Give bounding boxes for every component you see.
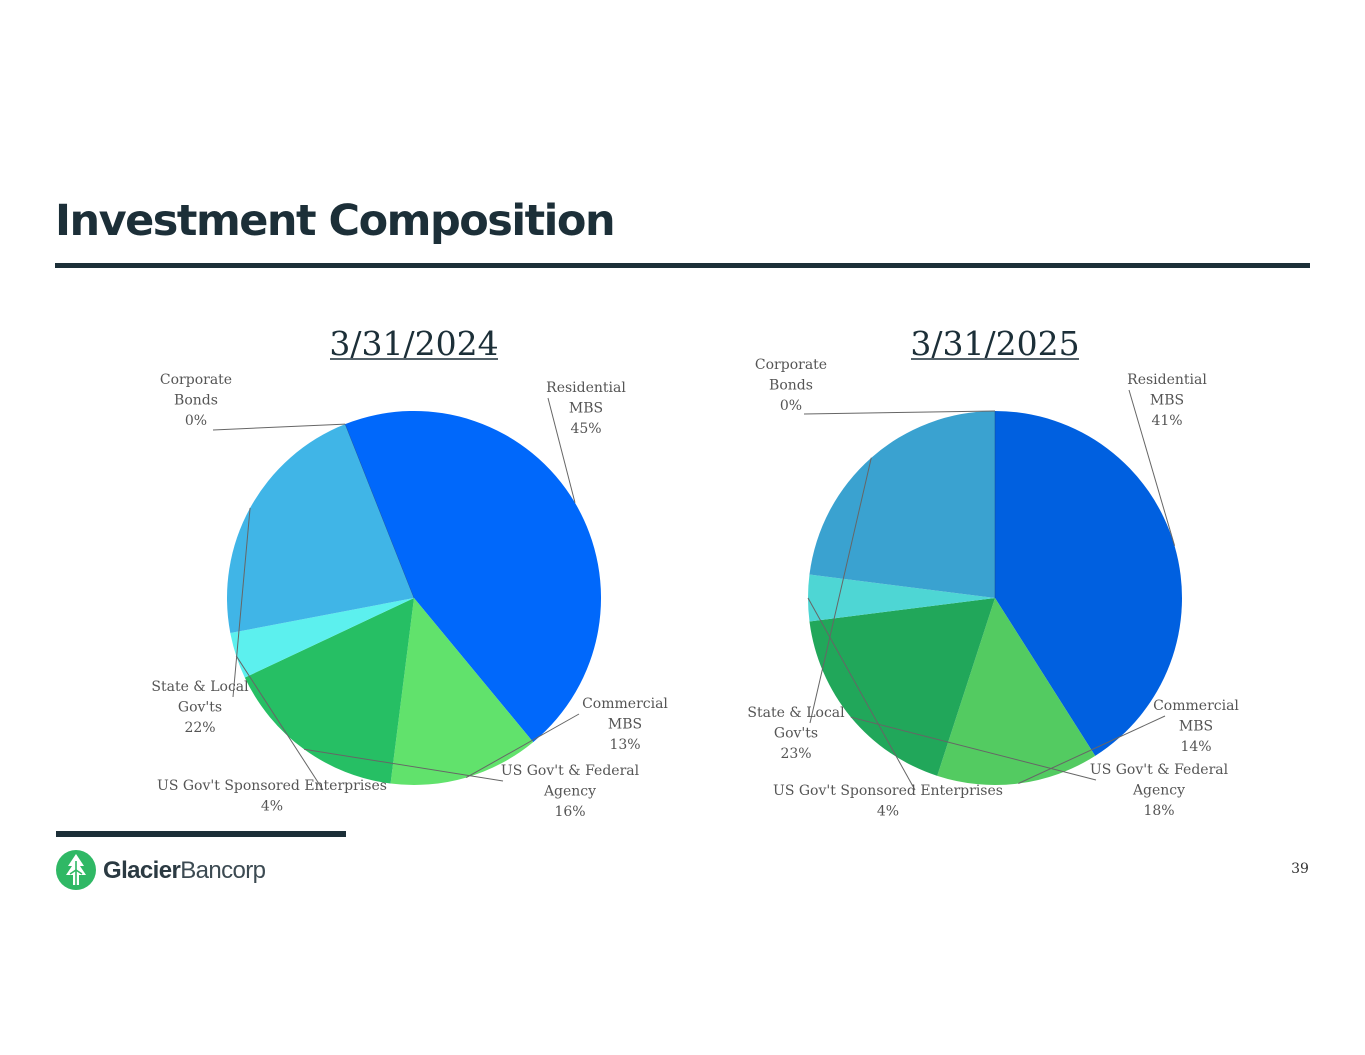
pie-chart-2025: 3/31/2025 Residential MBS 41% Commercial MBS 1…: [747, 324, 1239, 820]
glacier-bancorp-logo: GlacierBancorp: [55, 849, 295, 891]
leader-line: [465, 713, 580, 779]
leader-line: [1018, 715, 1166, 784]
slice-label: Residential MBS 45%: [546, 380, 626, 437]
slice-label: Corporate Bonds 0%: [160, 372, 232, 429]
leader-line: [232, 507, 251, 698]
pie-slice-state-local-gov-ts: [809, 411, 995, 598]
pie-slice-residential-mbs: [995, 411, 1183, 756]
slice-label: US Gov't Sponsored Enterprises 4%: [773, 783, 1003, 820]
leader-line: [235, 655, 324, 791]
chart-title: 3/31/2025: [910, 324, 1079, 363]
title-divider: [55, 263, 1310, 268]
slice-label: Commercial MBS 14%: [1153, 698, 1239, 755]
footer-divider: [56, 831, 346, 837]
pie-slice-us-gov-t-federal-agency: [809, 598, 995, 776]
slice-label: Residential MBS 41%: [1127, 372, 1207, 429]
pie-slice-state-local-gov-ts: [226, 424, 414, 634]
slice-label: US Gov't & Federal Agency 18%: [1090, 762, 1229, 819]
leader-line: [1128, 389, 1176, 546]
pie-slice-us-gov-t-sponsored-enterprises: [807, 574, 995, 622]
leader-line: [809, 457, 872, 724]
tree-logo-icon: [56, 850, 96, 890]
leader-line: [212, 423, 346, 431]
slice-label: US Gov't & Federal Agency 16%: [501, 763, 640, 820]
leader-line: [803, 410, 996, 415]
pie-slice-commercial-mbs: [937, 598, 1096, 786]
leader-line: [304, 748, 504, 782]
page-title: Investment Composition: [55, 196, 616, 246]
pie-slice-corporate-bonds: [344, 424, 415, 599]
logo-word-glacier: Glacier: [103, 857, 181, 884]
pie-slice-us-gov-t-sponsored-enterprises: [230, 598, 414, 678]
logo-word-bancorp: Bancorp: [180, 857, 266, 884]
slice-label: Commercial MBS 13%: [582, 696, 668, 753]
page-number: 39: [1291, 861, 1309, 877]
pie-slice-us-gov-t-federal-agency: [244, 598, 414, 784]
slice-label: US Gov't Sponsored Enterprises 4%: [157, 778, 387, 815]
pie-slice-commercial-mbs: [390, 598, 534, 786]
leader-line: [547, 397, 576, 503]
leader-line: [850, 716, 1097, 781]
slice-label: State & Local Gov'ts 22%: [151, 679, 249, 736]
slice-label: State & Local Gov'ts 23%: [747, 705, 845, 762]
chart-title: 3/31/2024: [329, 324, 498, 363]
slice-label: Corporate Bonds 0%: [755, 357, 827, 414]
leader-line: [807, 597, 916, 791]
logo-wordmark: GlacierBancorp: [103, 857, 266, 885]
pie-chart-2024: 3/31/2024 Residential MBS 45% Commercial MBS 1…: [151, 324, 668, 820]
pie-slice-residential-mbs: [345, 410, 602, 743]
